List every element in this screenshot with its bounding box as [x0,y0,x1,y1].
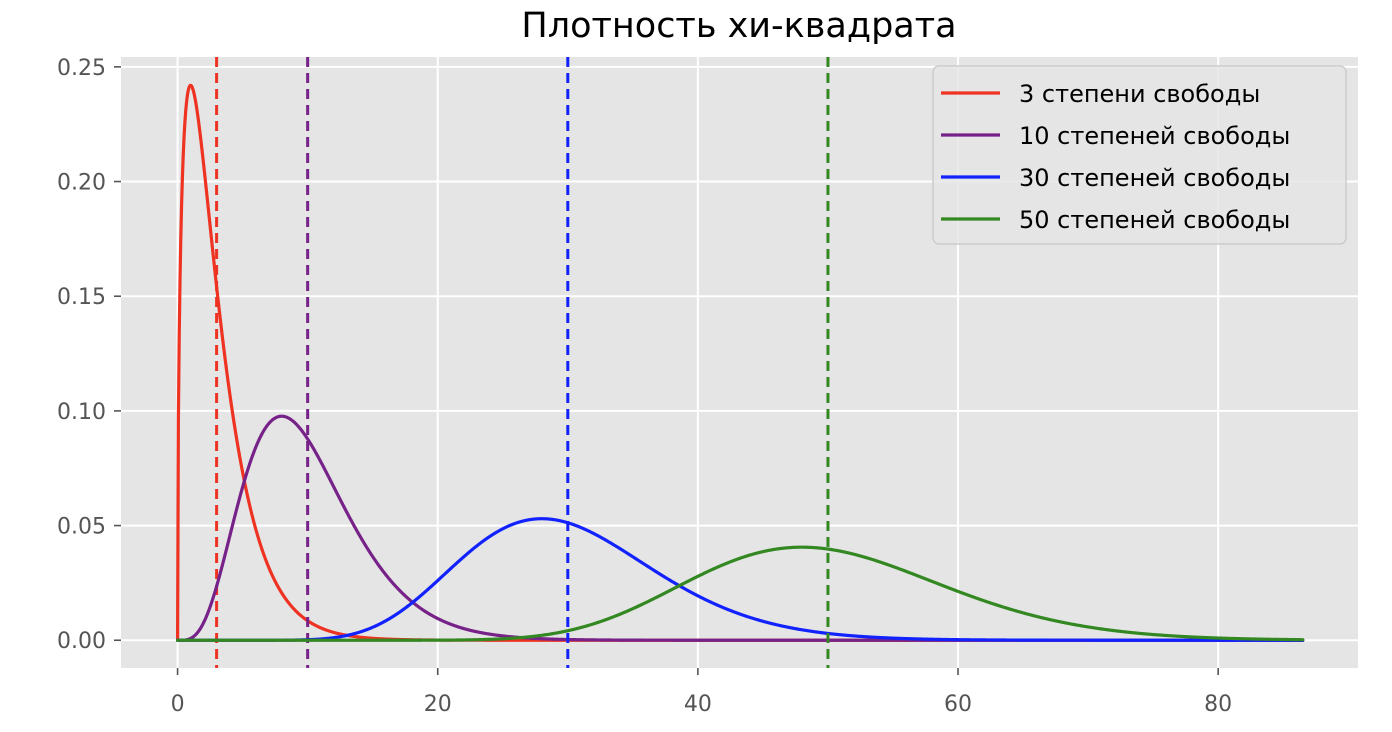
y-tick-label: 0.20 [57,171,106,196]
series-50-df [175,57,1305,668]
chart-title: Плотность хи-квадрата [521,6,956,46]
series-lines [175,57,1305,668]
y-tick-label: 0.05 [57,515,106,540]
series-30-df [175,57,1305,668]
legend-label: 30 степеней свободы [1019,164,1290,192]
y-tick-label: 0.10 [57,400,106,425]
y-tick-label: 0.25 [57,56,106,81]
x-tick-label: 60 [944,692,972,717]
x-tick-label: 80 [1204,692,1232,717]
x-tick-label: 20 [424,692,452,717]
axes: 0 20 40 60 80 0.00 0.05 0.10 0.15 0.20 0.25 [57,56,1232,717]
legend: 3 степени свободы 10 степеней свободы 30 с… [932,65,1347,245]
legend-label: 10 степеней свободы [1019,122,1290,150]
y-tick-label: 0.15 [57,285,106,310]
density-curve-50-df [175,545,1305,642]
x-tick-label: 0 [171,692,185,717]
legend-label: 50 степеней свободы [1019,206,1290,234]
legend-label: 3 степени свободы [1019,80,1260,108]
density-curve-30-df [175,517,1305,642]
y-tick-label: 0.00 [57,629,106,654]
legend-box [932,65,1347,245]
x-tick-label: 40 [684,692,712,717]
